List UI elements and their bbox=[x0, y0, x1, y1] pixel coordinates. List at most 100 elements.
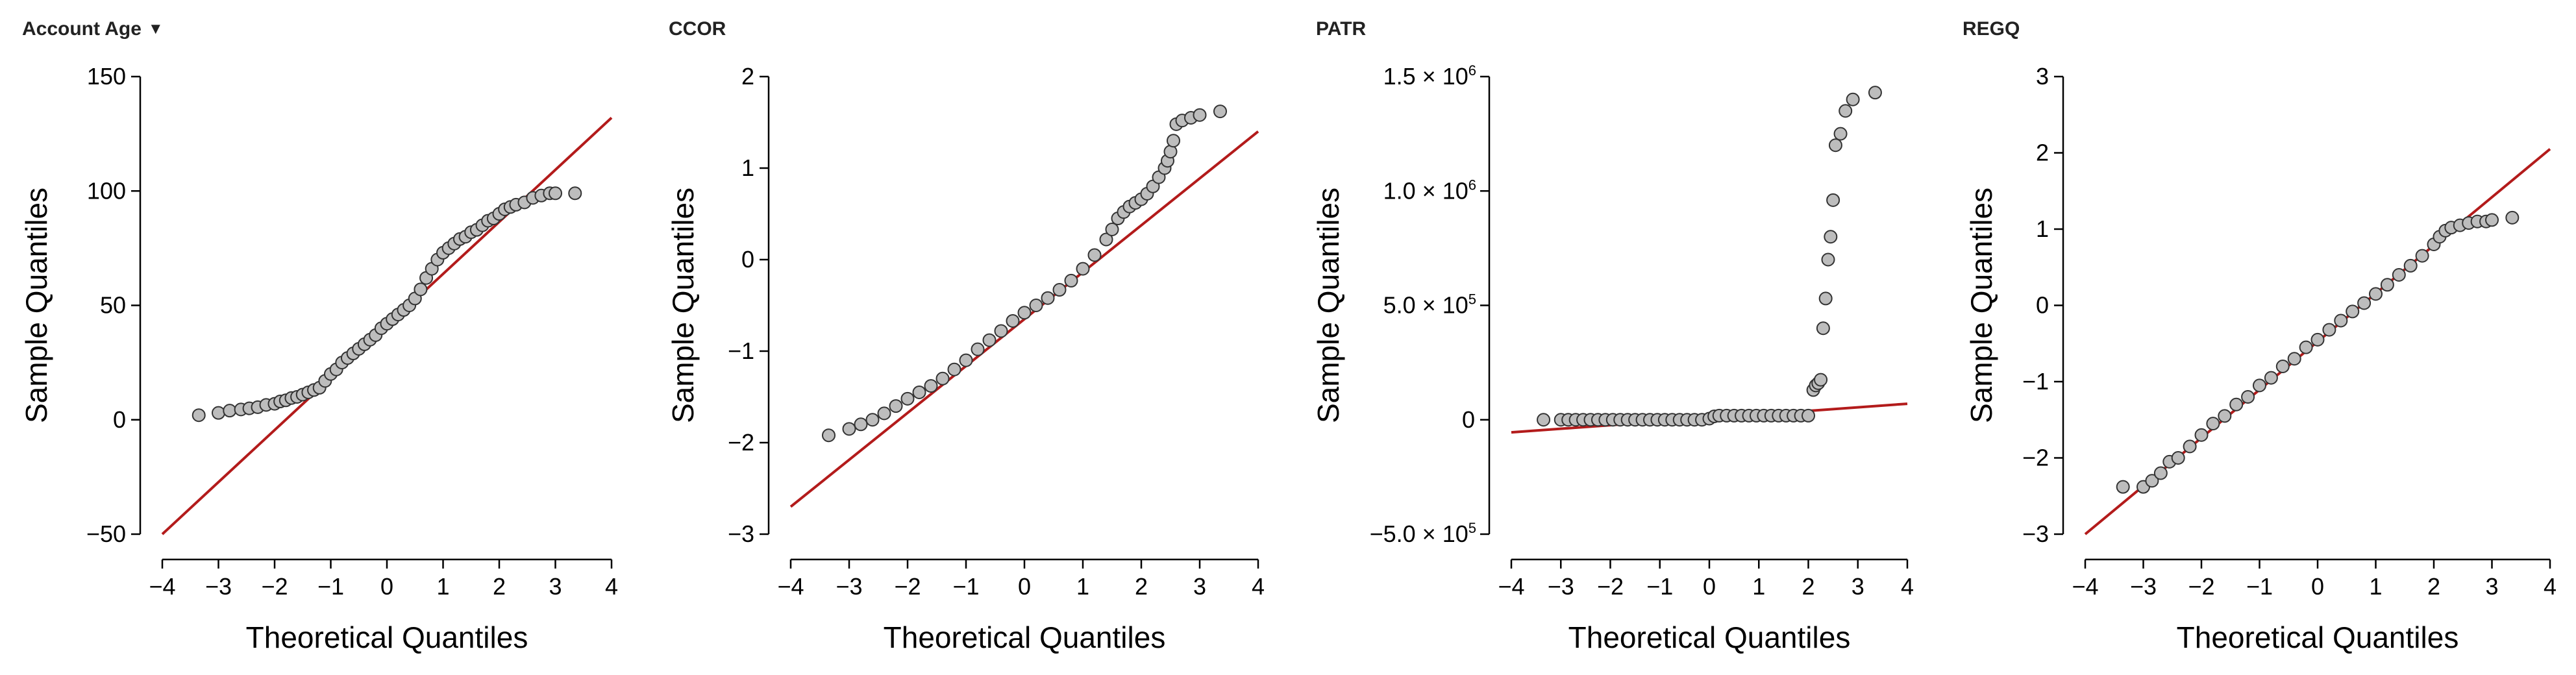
panel-title-ccor: CCOR bbox=[669, 18, 726, 40]
data-point bbox=[971, 342, 985, 356]
tick-exponent: 6 bbox=[1468, 177, 1476, 193]
data-point bbox=[1193, 108, 1207, 122]
y-axis-title: Sample Quantiles bbox=[19, 188, 53, 423]
qq-plot-3: −4 −3 −2 −1 0 1 2 3 4 −3 −2 −1 0 1 2 3 Theoretical Quant… bbox=[1964, 63, 2557, 654]
data-point bbox=[1064, 273, 1078, 288]
y-tick-label: −50 bbox=[86, 521, 126, 547]
data-point bbox=[212, 406, 225, 420]
qq-plot-0: −4 −3 −2 −1 0 1 2 3 4 −50 0 50 100 150 Theoretical Qua… bbox=[19, 63, 618, 654]
data-point bbox=[1167, 134, 1180, 148]
x-tick-label: 3 bbox=[549, 573, 562, 600]
y-tick-label: 0 bbox=[1462, 406, 1475, 433]
data-point bbox=[2346, 304, 2360, 319]
x-tick-label: −3 bbox=[836, 573, 862, 600]
panel-title-account-age[interactable]: Account Age ▼ bbox=[22, 18, 164, 40]
data-point bbox=[414, 282, 428, 297]
x-tick-label: 3 bbox=[1852, 573, 1864, 600]
data-point bbox=[192, 408, 206, 423]
data-point bbox=[1087, 248, 1102, 262]
tick-exponent: 6 bbox=[1468, 62, 1476, 79]
x-tick-label: 2 bbox=[2427, 573, 2440, 600]
data-point bbox=[2229, 397, 2244, 411]
data-point bbox=[2380, 278, 2394, 292]
data-point bbox=[2334, 313, 2348, 328]
data-point bbox=[1213, 104, 1227, 119]
x-axis-title: Theoretical Quantiles bbox=[1568, 620, 1851, 654]
x-tick-label: −4 bbox=[2072, 573, 2098, 600]
data-point bbox=[1029, 299, 1043, 312]
x-tick-label: −2 bbox=[261, 573, 288, 600]
data-point bbox=[2275, 360, 2290, 373]
data-point bbox=[1839, 104, 1853, 118]
y-tick-label: 0 bbox=[741, 246, 754, 273]
x-tick-label: 0 bbox=[380, 573, 393, 600]
y-tick-label: 100 bbox=[87, 177, 126, 204]
data-point bbox=[982, 333, 997, 347]
x-axis-title: Theoretical Quantiles bbox=[2177, 620, 2459, 654]
data-point bbox=[1828, 138, 1842, 153]
x-tick-label: 3 bbox=[2485, 573, 2498, 600]
caret-down-icon[interactable]: ▼ bbox=[147, 20, 164, 38]
x-tick-label: 1 bbox=[436, 573, 449, 600]
x-tick-label: 1 bbox=[1752, 573, 1765, 600]
qq-plot-2: −4 −3 −2 −1 0 1 2 3 4 −5.0 × 105 0 5.0 × 105 1.0 × 1… bbox=[1311, 62, 1914, 654]
y-tick-label: 50 bbox=[100, 292, 126, 319]
data-point bbox=[900, 391, 915, 406]
panel-title-patr: PATR bbox=[1316, 18, 1366, 40]
y-tick-label: −2 bbox=[2022, 445, 2049, 471]
y-axis-title: Sample Quantiles bbox=[1311, 188, 1345, 423]
data-point bbox=[935, 371, 950, 386]
data-point bbox=[924, 379, 938, 393]
data-point bbox=[2194, 428, 2209, 442]
x-tick-label: 1 bbox=[2369, 573, 2382, 600]
y-tick-label: 2 bbox=[2036, 140, 2049, 166]
x-tick-label: −3 bbox=[205, 573, 232, 600]
x-tick-label: 0 bbox=[1703, 573, 1716, 600]
y-tick-label: −5.0 × 105 bbox=[1370, 520, 1476, 547]
data-point bbox=[2357, 296, 2372, 310]
data-point bbox=[865, 413, 880, 427]
data-point bbox=[549, 186, 562, 201]
data-point bbox=[1041, 291, 1055, 305]
panel-title-regq: REGQ bbox=[1963, 18, 2020, 40]
x-tick-label: 2 bbox=[493, 573, 506, 600]
data-point bbox=[2153, 466, 2168, 480]
tick-exponent: 5 bbox=[1468, 520, 1476, 536]
data-point bbox=[2241, 390, 2255, 404]
data-point bbox=[1105, 222, 1119, 236]
data-point bbox=[2403, 258, 2418, 273]
x-tick-label: 4 bbox=[1252, 573, 1265, 600]
y-tick-label: −3 bbox=[728, 521, 754, 547]
data-point bbox=[822, 428, 836, 443]
data-point bbox=[1824, 230, 1838, 244]
x-tick-label: −4 bbox=[149, 573, 175, 600]
x-tick-label: 4 bbox=[1901, 573, 1914, 600]
x-tick-label: −1 bbox=[2246, 573, 2273, 600]
x-tick-label: 3 bbox=[1193, 573, 1206, 600]
x-tick-label: −3 bbox=[2130, 573, 2157, 600]
data-point bbox=[2253, 378, 2266, 393]
x-tick-label: −4 bbox=[1498, 573, 1524, 600]
data-point bbox=[1868, 86, 1882, 100]
x-tick-label: −3 bbox=[1548, 573, 1574, 600]
panel-title-text: Account Age bbox=[22, 18, 142, 40]
qq-plot-1: −4 −3 −2 −1 0 1 2 3 4 −3 −2 −1 0 1 2 Theoretical Quanti… bbox=[666, 63, 1265, 654]
data-point bbox=[1846, 92, 1860, 106]
data-point bbox=[959, 353, 973, 367]
data-point bbox=[2505, 210, 2520, 225]
data-point bbox=[1826, 193, 1840, 207]
y-axis-title: Sample Quantiles bbox=[666, 188, 700, 423]
data-point bbox=[1818, 291, 1833, 306]
x-tick-label: −4 bbox=[777, 573, 804, 600]
data-point bbox=[2485, 213, 2499, 227]
data-point bbox=[568, 186, 582, 201]
data-point bbox=[2206, 417, 2220, 431]
y-tick-label: 5.0 × 105 bbox=[1383, 291, 1476, 319]
x-axis-title: Theoretical Quantiles bbox=[884, 620, 1166, 654]
y-tick-label: 1.5 × 106 bbox=[1383, 62, 1476, 90]
data-point bbox=[1814, 373, 1828, 387]
x-tick-label: −1 bbox=[317, 573, 344, 600]
x-tick-label: 4 bbox=[2544, 573, 2557, 600]
y-tick-label: 1 bbox=[741, 154, 754, 181]
data-point bbox=[1006, 313, 1020, 328]
